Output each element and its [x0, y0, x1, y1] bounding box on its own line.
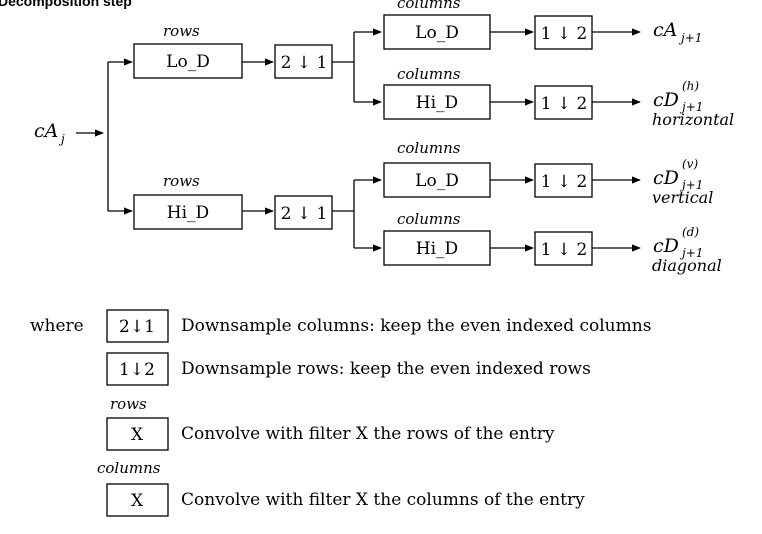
svg-text:Convolve with filter X the row: Convolve with filter X the rows of the e…: [181, 424, 555, 444]
lo-cols-filter-label-1: Lo_D: [415, 23, 459, 43]
ds-rows-box-1: 1 ↓ 2: [534, 15, 593, 50]
output-cd-diagonal: cD (d) j+1 diagonal: [652, 225, 722, 275]
input-label: cA j: [34, 120, 65, 146]
ds-rows-box-4: 1 ↓ 2: [534, 231, 593, 266]
svg-text:Downsample columns: keep the e: Downsample columns: keep the even indexe…: [181, 316, 651, 336]
columns-label-4: columns: [397, 210, 461, 228]
hi-cols-filter-label-2: Hi_D: [416, 239, 458, 259]
svg-text:rows: rows: [110, 395, 147, 413]
svg-text:2↓1: 2↓1: [119, 317, 155, 337]
svg-text:horizontal: horizontal: [652, 110, 734, 129]
legend-item-rows-filter: rows X Convolve with filter X the rows o…: [106, 395, 555, 451]
legend-item-downsample-rows: 1↓2 Downsample rows: keep the even index…: [106, 352, 591, 386]
svg-text:j+1: j+1: [678, 31, 702, 45]
svg-text:j+1: j+1: [679, 178, 703, 192]
hi-rows-filter-label: Hi_D: [167, 203, 209, 223]
svg-text:Downsample rows: keep the even: Downsample rows: keep the even indexed r…: [181, 359, 591, 379]
svg-text:vertical: vertical: [652, 188, 713, 207]
output-cd-vertical: cD (v) j+1 vertical: [652, 157, 713, 207]
ds-rows-box-2: 1 ↓ 2: [534, 85, 593, 120]
svg-text:columns: columns: [97, 459, 161, 477]
svg-text:cD: cD: [653, 89, 679, 111]
svg-text:diagonal: diagonal: [652, 256, 722, 275]
output-cd-horizontal: cD (h) j+1 horizontal: [652, 79, 734, 129]
lo-rows-filter-label: Lo_D: [166, 52, 210, 72]
input-sub: j: [58, 132, 65, 146]
svg-text:1 ↓ 2: 1 ↓ 2: [541, 172, 588, 192]
input-main: cA: [34, 120, 58, 142]
where-label: where: [30, 316, 84, 336]
rows-label-top: rows: [163, 22, 200, 40]
svg-text:cA: cA: [653, 19, 677, 41]
svg-text:(v): (v): [682, 157, 698, 171]
hi-cols-filter-box-1: [383, 84, 491, 120]
svg-text:cD: cD: [653, 167, 679, 189]
rows-label-bottom: rows: [163, 172, 200, 190]
svg-text:cD: cD: [653, 235, 679, 257]
svg-text:X: X: [131, 425, 144, 445]
legend-item-downsample-columns: 2↓1 Downsample columns: keep the even in…: [106, 309, 651, 343]
ds-cols-symbol-top: 2 ↓ 1: [281, 53, 328, 73]
lo-rows-filter-box: [133, 43, 243, 79]
columns-label-1: columns: [397, 0, 461, 12]
svg-text:1 ↓ 2: 1 ↓ 2: [541, 240, 588, 260]
diagram-title: Decomposition step: [0, 0, 132, 9]
hi-cols-filter-box-2: [383, 230, 491, 266]
output-ca: cA j+1: [653, 19, 702, 45]
svg-text:(d): (d): [682, 225, 699, 239]
lo-cols-filter-label-2: Lo_D: [415, 171, 459, 191]
svg-text:j+1: j+1: [679, 100, 703, 114]
svg-text:Convolve with filter X the col: Convolve with filter X the columns of th…: [181, 490, 585, 510]
svg-text:(h): (h): [682, 79, 699, 93]
svg-text:1↓2: 1↓2: [119, 360, 155, 380]
columns-label-3: columns: [397, 139, 461, 157]
hi-cols-filter-label-1: Hi_D: [416, 93, 458, 113]
svg-text:1 ↓ 2: 1 ↓ 2: [541, 24, 588, 44]
ds-rows-box-3: 1 ↓ 2: [534, 163, 593, 198]
ds-cols-symbol-bottom: 2 ↓ 1: [281, 204, 328, 224]
hi-rows-filter-box: [133, 194, 243, 230]
legend-item-columns-filter: columns X Convolve with filter X the col…: [97, 459, 585, 517]
ds-cols-box-bottom: 2 ↓ 1: [274, 195, 333, 230]
lo-cols-filter-box-2: [383, 162, 491, 198]
columns-label-2: columns: [397, 65, 461, 83]
svg-text:j+1: j+1: [679, 246, 703, 260]
ds-cols-box-top: 2 ↓ 1: [274, 44, 333, 79]
svg-text:X: X: [131, 491, 144, 511]
svg-text:1 ↓ 2: 1 ↓ 2: [541, 94, 588, 114]
